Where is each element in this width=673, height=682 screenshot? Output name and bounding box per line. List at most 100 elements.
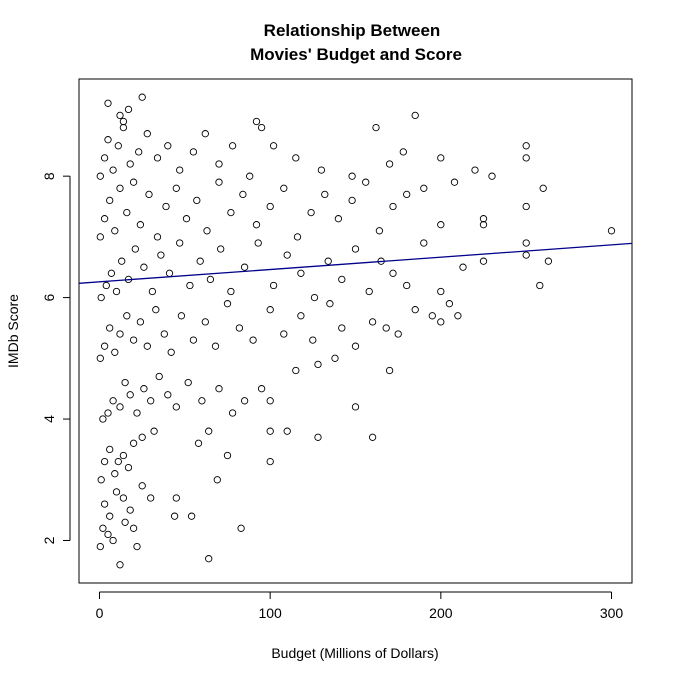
data-point <box>403 281 411 290</box>
data-point <box>351 403 360 411</box>
data-point <box>106 512 114 520</box>
data-point <box>123 312 131 320</box>
data-point <box>437 154 445 162</box>
data-point <box>321 190 329 199</box>
y-tick-label: 8 <box>41 172 57 180</box>
data-point <box>211 342 220 350</box>
data-point <box>324 257 332 265</box>
data-point <box>479 215 488 223</box>
data-point <box>129 439 138 447</box>
data-point <box>165 269 174 277</box>
data-point <box>365 287 373 296</box>
data-point <box>109 166 117 174</box>
data-point <box>331 354 339 362</box>
data-point <box>147 494 155 502</box>
data-point <box>215 178 223 186</box>
data-point <box>348 196 356 205</box>
data-point <box>136 318 145 326</box>
data-point <box>106 445 114 454</box>
data-point <box>201 130 209 138</box>
data-point <box>100 215 109 223</box>
data-point <box>283 427 291 435</box>
data-point <box>148 287 157 296</box>
data-point <box>112 287 121 296</box>
x-axis-label: Budget (Millions of Dollars) <box>271 645 438 661</box>
data-point <box>143 342 151 350</box>
data-point <box>114 142 122 150</box>
data-point <box>126 506 134 514</box>
data-point <box>116 330 124 338</box>
data-point <box>454 312 462 320</box>
data-point <box>269 142 278 150</box>
data-point <box>479 221 488 229</box>
plot-frame <box>78 78 633 584</box>
data-point <box>389 269 397 277</box>
data-point <box>266 397 274 405</box>
data-point <box>104 409 112 417</box>
data-point <box>187 512 196 520</box>
data-point <box>104 99 112 107</box>
data-point <box>131 245 139 253</box>
data-point <box>479 257 488 265</box>
data-point <box>177 312 186 320</box>
data-point <box>196 257 204 265</box>
x-tick-label: 100 <box>258 605 282 621</box>
data-point <box>176 239 184 247</box>
data-point <box>116 111 124 120</box>
data-point <box>362 178 370 186</box>
data-point <box>162 202 170 211</box>
data-point <box>116 403 124 411</box>
data-point <box>119 117 128 126</box>
data-point <box>280 184 288 192</box>
y-axis-label: IMDb Score <box>5 294 21 368</box>
data-point <box>292 366 300 375</box>
data-point <box>382 324 390 332</box>
data-point <box>111 227 119 235</box>
data-point <box>269 281 278 290</box>
data-point <box>403 190 411 199</box>
regression-line <box>78 242 633 284</box>
data-point <box>228 409 237 417</box>
data-point <box>257 385 266 393</box>
data-point <box>215 385 223 393</box>
y-tick-label: 6 <box>41 293 57 301</box>
data-point <box>266 457 274 466</box>
data-point <box>138 93 146 101</box>
data-point <box>172 403 180 411</box>
data-point <box>133 542 141 551</box>
data-point <box>411 111 419 120</box>
y-tick-label: 4 <box>41 415 57 423</box>
data-point <box>100 154 109 162</box>
data-point <box>106 196 114 205</box>
data-point <box>129 524 138 532</box>
data-point <box>351 245 360 253</box>
data-point <box>186 281 194 290</box>
data-point <box>297 312 305 320</box>
data-point <box>237 524 245 532</box>
data-point <box>399 148 407 156</box>
data-point <box>114 457 122 466</box>
data-point <box>240 397 249 405</box>
data-point <box>266 427 274 435</box>
data-point <box>411 306 419 314</box>
data-point <box>193 196 201 205</box>
data-point <box>206 275 215 284</box>
data-point <box>153 154 162 162</box>
data-point <box>420 184 428 192</box>
data-point <box>334 215 343 223</box>
data-point <box>116 561 124 569</box>
data-point <box>203 227 211 235</box>
data-point <box>111 348 119 356</box>
data-point <box>254 239 262 247</box>
data-point <box>150 427 158 435</box>
data-point <box>459 263 467 271</box>
data-point <box>109 397 117 405</box>
x-axis: 0 100 200 300 <box>96 591 623 621</box>
data-point <box>607 227 616 235</box>
data-point <box>338 324 346 332</box>
data-point <box>351 342 360 350</box>
data-point <box>172 494 180 502</box>
x-tick-label: 200 <box>429 605 453 621</box>
data-point <box>164 391 172 399</box>
